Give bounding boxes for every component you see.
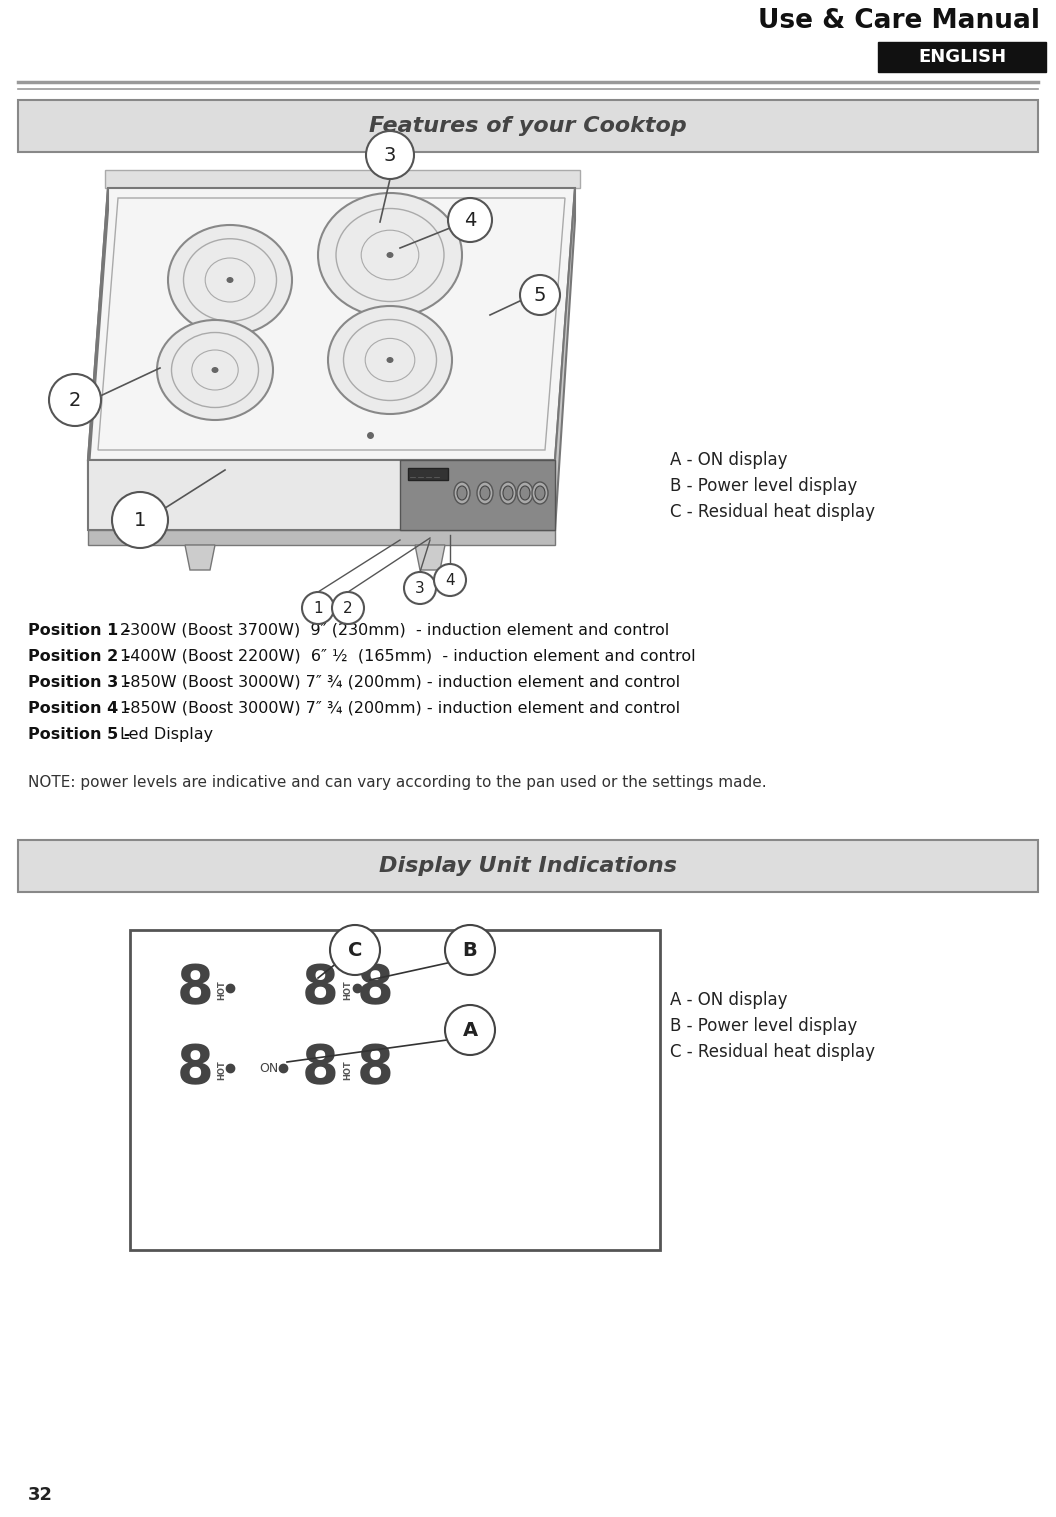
FancyBboxPatch shape xyxy=(130,930,660,1250)
Text: C - Residual heat display: C - Residual heat display xyxy=(670,504,875,520)
Text: 4: 4 xyxy=(464,211,476,229)
FancyBboxPatch shape xyxy=(878,42,1046,71)
Circle shape xyxy=(302,592,334,623)
Text: 8: 8 xyxy=(176,1042,213,1094)
Polygon shape xyxy=(555,188,576,529)
Text: 2: 2 xyxy=(69,390,81,410)
Text: Position 2 -: Position 2 - xyxy=(29,648,136,663)
Text: Display Unit Indications: Display Unit Indications xyxy=(379,856,677,875)
Circle shape xyxy=(112,492,168,548)
Circle shape xyxy=(520,275,560,316)
Text: Position 4 -: Position 4 - xyxy=(29,701,136,716)
Text: B - Power level display: B - Power level display xyxy=(670,1016,857,1035)
Text: HOT: HOT xyxy=(218,1060,226,1080)
Ellipse shape xyxy=(386,252,394,258)
Polygon shape xyxy=(88,529,555,545)
Circle shape xyxy=(332,592,364,623)
Text: 3: 3 xyxy=(383,146,396,164)
Text: NOTE: power levels are indicative and can vary according to the pan used or the : NOTE: power levels are indicative and ca… xyxy=(29,775,767,789)
Ellipse shape xyxy=(157,320,274,420)
Text: HOT: HOT xyxy=(218,980,226,1000)
Ellipse shape xyxy=(454,482,470,504)
Ellipse shape xyxy=(457,485,467,501)
Text: 4: 4 xyxy=(446,572,455,587)
Ellipse shape xyxy=(226,278,233,284)
Ellipse shape xyxy=(532,482,548,504)
Ellipse shape xyxy=(328,306,452,414)
Polygon shape xyxy=(400,460,555,529)
Text: 2300W (Boost 3700W)  9″ (230mm)  - induction element and control: 2300W (Boost 3700W) 9″ (230mm) - inducti… xyxy=(120,622,670,637)
Text: 1: 1 xyxy=(314,601,323,616)
Polygon shape xyxy=(88,460,555,529)
Text: 32: 32 xyxy=(29,1487,53,1503)
Text: 5: 5 xyxy=(533,285,546,305)
Ellipse shape xyxy=(503,485,513,501)
Ellipse shape xyxy=(517,482,533,504)
Text: 8: 8 xyxy=(176,962,213,1013)
Circle shape xyxy=(448,199,492,243)
Text: 8: 8 xyxy=(357,962,394,1013)
Text: Position 1 -: Position 1 - xyxy=(29,622,136,637)
Ellipse shape xyxy=(168,225,293,335)
Text: 8: 8 xyxy=(302,1042,338,1094)
Ellipse shape xyxy=(499,482,516,504)
Circle shape xyxy=(445,925,495,975)
Circle shape xyxy=(366,130,414,179)
Ellipse shape xyxy=(480,485,490,501)
Text: 3: 3 xyxy=(415,581,425,596)
Ellipse shape xyxy=(477,482,493,504)
Circle shape xyxy=(434,564,466,596)
Polygon shape xyxy=(88,188,108,479)
Text: ON: ON xyxy=(259,1062,278,1074)
Text: 1400W (Boost 2200W)  6″ ½  (165mm)  - induction element and control: 1400W (Boost 2200W) 6″ ½ (165mm) - induc… xyxy=(120,648,696,663)
Text: 1850W (Boost 3000W) 7″ ¾ (200mm) - induction element and control: 1850W (Boost 3000W) 7″ ¾ (200mm) - induc… xyxy=(120,675,680,690)
Polygon shape xyxy=(415,545,445,570)
Text: Position 3 -: Position 3 - xyxy=(29,675,136,690)
Text: B - Power level display: B - Power level display xyxy=(670,476,857,495)
Polygon shape xyxy=(105,170,580,188)
Text: Led Display: Led Display xyxy=(120,727,213,742)
Circle shape xyxy=(445,1004,495,1054)
Text: Use & Care Manual: Use & Care Manual xyxy=(758,8,1040,33)
Text: ENGLISH: ENGLISH xyxy=(918,49,1006,67)
Text: Position 5 -: Position 5 - xyxy=(29,727,136,742)
Ellipse shape xyxy=(211,367,219,373)
Text: 8: 8 xyxy=(357,1042,394,1094)
Text: B: B xyxy=(463,941,477,959)
Polygon shape xyxy=(88,188,576,460)
Ellipse shape xyxy=(318,193,463,317)
Text: C: C xyxy=(347,941,362,959)
Text: Features of your Cooktop: Features of your Cooktop xyxy=(370,115,686,137)
Ellipse shape xyxy=(535,485,545,501)
Text: 2: 2 xyxy=(343,601,353,616)
Circle shape xyxy=(329,925,380,975)
Text: C - Residual heat display: C - Residual heat display xyxy=(670,1044,875,1060)
Ellipse shape xyxy=(386,356,394,363)
FancyBboxPatch shape xyxy=(408,469,448,479)
Text: 1: 1 xyxy=(134,511,146,529)
Ellipse shape xyxy=(520,485,530,501)
Text: A - ON display: A - ON display xyxy=(670,991,788,1009)
Text: A - ON display: A - ON display xyxy=(670,451,788,469)
Text: 8: 8 xyxy=(302,962,338,1013)
FancyBboxPatch shape xyxy=(18,840,1038,892)
Text: A: A xyxy=(463,1021,477,1039)
Text: HOT: HOT xyxy=(343,1060,353,1080)
Circle shape xyxy=(49,375,101,426)
Text: 1850W (Boost 3000W) 7″ ¾ (200mm) - induction element and control: 1850W (Boost 3000W) 7″ ¾ (200mm) - induc… xyxy=(120,701,680,716)
Polygon shape xyxy=(185,545,215,570)
Circle shape xyxy=(404,572,436,604)
FancyBboxPatch shape xyxy=(18,100,1038,152)
Text: HOT: HOT xyxy=(343,980,353,1000)
